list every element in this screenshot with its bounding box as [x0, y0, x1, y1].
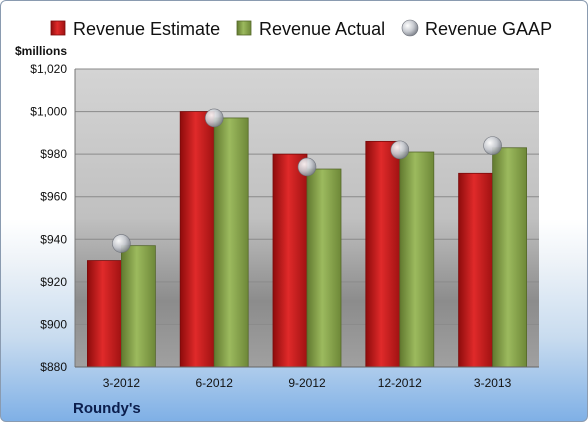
- y-tick-label: $1,000: [30, 105, 67, 119]
- y-tick-label: $880: [40, 360, 67, 374]
- bars: [87, 111, 528, 368]
- y-tick-label: $940: [40, 232, 67, 246]
- legend-label-1: Revenue Actual: [259, 19, 385, 39]
- gaap-markers: [112, 108, 502, 253]
- x-axis: 3-2012 6-2012 9-2012 12-2012 3-2013: [75, 366, 539, 390]
- gaap-marker-9-2012: [297, 157, 317, 177]
- legend-label-0: Revenue Estimate: [73, 19, 220, 39]
- y-tick-label: $980: [40, 147, 67, 161]
- y-unit-label: $millions: [15, 44, 67, 58]
- actual-bar-6-2012: [213, 117, 249, 368]
- gaap-marker-3-2013: [483, 136, 502, 155]
- y-tick-label: $1,020: [30, 62, 67, 76]
- estimate-bar-6-2012: [179, 111, 215, 368]
- actual-bar-9-2012: [306, 168, 342, 368]
- legend-swatch-2: [401, 19, 419, 37]
- gaap-marker-6-2012: [204, 108, 224, 128]
- legend-label-2: Revenue GAAP: [425, 19, 552, 39]
- legend: Revenue Estimate Revenue Actual Revenue GA…: [50, 19, 552, 39]
- y-axis: $880 $900 $920 $940 $960 $980 $1,000 $1,020: [30, 62, 76, 374]
- gaap-marker-12-2012: [390, 140, 410, 160]
- estimate-bar-12-2012: [365, 140, 401, 368]
- legend-swatch-0: [50, 20, 66, 36]
- y-tick-label: $900: [40, 317, 67, 331]
- gaap-marker-3-2012: [112, 234, 131, 253]
- estimate-bar-3-2013: [458, 172, 494, 368]
- estimate-bar-9-2012: [272, 153, 308, 368]
- x-tick-label: 3-2012: [103, 376, 141, 390]
- actual-bar-3-2012: [121, 245, 156, 368]
- x-tick-label: 3-2013: [474, 376, 512, 390]
- x-tick-label: 6-2012: [196, 376, 234, 390]
- estimate-bar-3-2012: [87, 260, 122, 368]
- y-tick-label: $960: [40, 190, 67, 204]
- x-tick-label: 12-2012: [378, 376, 422, 390]
- y-tick-label: $920: [40, 275, 67, 289]
- actual-bar-12-2012: [399, 151, 435, 368]
- company-name: Roundy's: [73, 400, 141, 417]
- legend-swatch-1: [236, 20, 252, 36]
- actual-bar-3-2013: [492, 147, 528, 368]
- x-tick-label: 9-2012: [288, 376, 326, 390]
